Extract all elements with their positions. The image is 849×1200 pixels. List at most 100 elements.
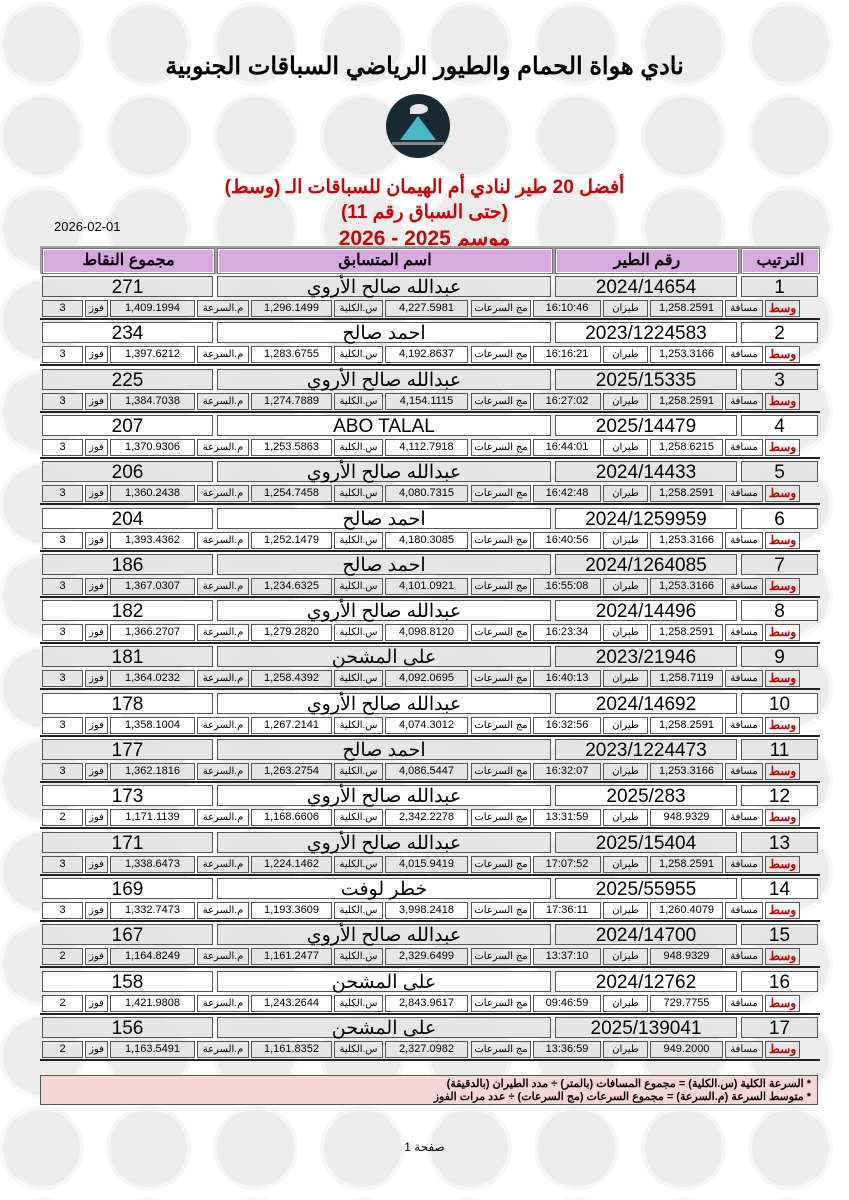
label-wins: فوز: [85, 438, 108, 456]
footnote-avg-speed: * متوسط السرعة (م.السرعة) = مجموع السرعا…: [433, 1091, 811, 1103]
page-number: صفحة 1: [404, 1140, 445, 1154]
label-avg_speed: م.السرعة: [197, 716, 249, 734]
cell-points: 206: [42, 461, 213, 483]
value-total_speed: 1,224.1462: [251, 855, 332, 873]
label-speed_sum: مج السرعات: [471, 994, 531, 1012]
label-wins: فوز: [85, 577, 108, 595]
label-flight: طيران: [603, 809, 648, 827]
cell-points: 207: [42, 414, 213, 437]
value-avg_speed: 1,370.9306: [110, 438, 195, 456]
label-category: وسط: [765, 577, 800, 595]
value-flight: 16:10:46: [533, 300, 601, 317]
cell-name: احمد صالح: [217, 553, 551, 576]
value-wins: 3: [42, 346, 83, 364]
value-total_speed: 1,263.2754: [251, 763, 332, 780]
cell-ring: 2024/14433: [555, 461, 737, 483]
cell-rank: 4: [741, 414, 818, 437]
value-distance: 1,258.2591: [650, 624, 723, 642]
label-total_speed: س.الكلية: [334, 1040, 383, 1058]
label-flight: طيران: [603, 624, 648, 642]
cell-name: عبدالله صالح الأروي: [217, 831, 551, 854]
cell-rank: 8: [741, 600, 818, 622]
label-avg_speed: م.السرعة: [197, 531, 249, 549]
cell-ring: 2023/21946: [555, 646, 737, 668]
value-avg_speed: 1,338.6473: [110, 855, 195, 873]
label-distance: مسافة: [725, 577, 763, 595]
value-speed_sum: 4,080.7315: [385, 485, 468, 503]
value-distance: 1,253.3166: [650, 577, 723, 595]
value-flight: 16:44:01: [533, 438, 601, 456]
label-wins: فوز: [85, 670, 108, 688]
cell-rank: 3: [741, 368, 818, 391]
label-avg_speed: م.السرعة: [197, 346, 249, 364]
value-distance: 1,258.2591: [650, 392, 723, 410]
value-speed_sum: 4,092.0695: [385, 670, 468, 688]
label-flight: طيران: [603, 392, 648, 410]
table-row: 225 عبدالله صالح الأروي 2025/15335 3 3 فوز 1,3…: [40, 367, 820, 413]
row-divider: [40, 549, 820, 552]
value-flight: 16:40:13: [533, 670, 601, 688]
value-flight: 16:32:07: [533, 763, 601, 780]
label-total_speed: س.الكلية: [334, 716, 383, 734]
cell-ring: 2025/15335: [555, 368, 737, 391]
cell-rank: 5: [741, 461, 818, 483]
label-speed_sum: مج السرعات: [471, 624, 531, 642]
cell-points: 177: [42, 739, 213, 761]
table-row: 177 احمد صالح 2023/1224473 11 3 فوز 1,362.1816…: [40, 737, 820, 783]
row-divider: [40, 1012, 820, 1015]
value-speed_sum: 4,112.7918: [385, 438, 468, 456]
label-avg_speed: م.السرعة: [197, 438, 249, 456]
label-total_speed: س.الكلية: [334, 763, 383, 780]
value-speed_sum: 2,843.9617: [385, 994, 468, 1012]
cell-ring: 2023/1224583: [555, 322, 737, 344]
label-flight: طيران: [603, 346, 648, 364]
label-distance: مسافة: [725, 901, 763, 919]
cell-ring: 2025/139041: [555, 1016, 737, 1039]
value-speed_sum: 4,227.5981: [385, 300, 468, 317]
row-divider: [40, 595, 820, 598]
value-flight: 13:37:10: [533, 948, 601, 966]
cell-rank: 17: [741, 1016, 818, 1039]
label-distance: مسافة: [725, 994, 763, 1012]
label-category: وسط: [765, 531, 800, 549]
label-total_speed: س.الكلية: [334, 901, 383, 919]
value-distance: 948.9329: [650, 809, 723, 827]
club-logo: [386, 94, 450, 158]
cell-points: 182: [42, 600, 213, 622]
table-row: 271 عبدالله صالح الأروي 2024/14654 1 3 فوز 1,4…: [40, 274, 820, 320]
label-category: وسط: [765, 855, 800, 873]
label-wins: فوز: [85, 485, 108, 503]
cell-name: عبدالله صالح الأروي: [217, 785, 551, 807]
label-category: وسط: [765, 716, 800, 734]
label-avg_speed: م.السرعة: [197, 763, 249, 780]
label-flight: طيران: [603, 577, 648, 595]
header-points: مجموع النقاط: [42, 248, 215, 274]
cell-name: على المشحن: [217, 646, 551, 668]
label-flight: طيران: [603, 438, 648, 456]
season: موسم 2025 - 2026: [338, 227, 511, 250]
label-wins: فوز: [85, 300, 108, 317]
cell-rank: 2: [741, 322, 818, 344]
label-speed_sum: مج السرعات: [471, 855, 531, 873]
value-avg_speed: 1,384.7038: [110, 392, 195, 410]
cell-points: 271: [42, 276, 213, 298]
label-distance: مسافة: [725, 763, 763, 780]
value-total_speed: 1,161.8352: [251, 1040, 332, 1058]
table-row: 173 عبدالله صالح الأروي 2025/283 12 2 فوز 1,17…: [40, 783, 820, 830]
value-flight: 13:36:59: [533, 1040, 601, 1058]
label-speed_sum: مج السرعات: [471, 948, 531, 966]
row-divider: [40, 919, 820, 922]
label-category: وسط: [765, 948, 800, 966]
value-total_speed: 1,279.2820: [251, 624, 332, 642]
label-wins: فوز: [85, 763, 108, 780]
value-flight: 16:16:21: [533, 346, 601, 364]
value-speed_sum: 4,086.5447: [385, 763, 468, 780]
label-total_speed: س.الكلية: [334, 994, 383, 1012]
table-row: 234 احمد صالح 2023/1224583 2 3 فوز 1,397.6212 م…: [40, 320, 820, 367]
label-distance: مسافة: [725, 392, 763, 410]
row-divider: [40, 503, 820, 506]
table-row: 207 ABO TALAL 2025/14479 4 3 فوز 1,370.9306 م.ا…: [40, 413, 820, 459]
label-avg_speed: م.السرعة: [197, 300, 249, 317]
value-distance: 1,258.2591: [650, 855, 723, 873]
cell-ring: 2024/14692: [555, 692, 737, 715]
